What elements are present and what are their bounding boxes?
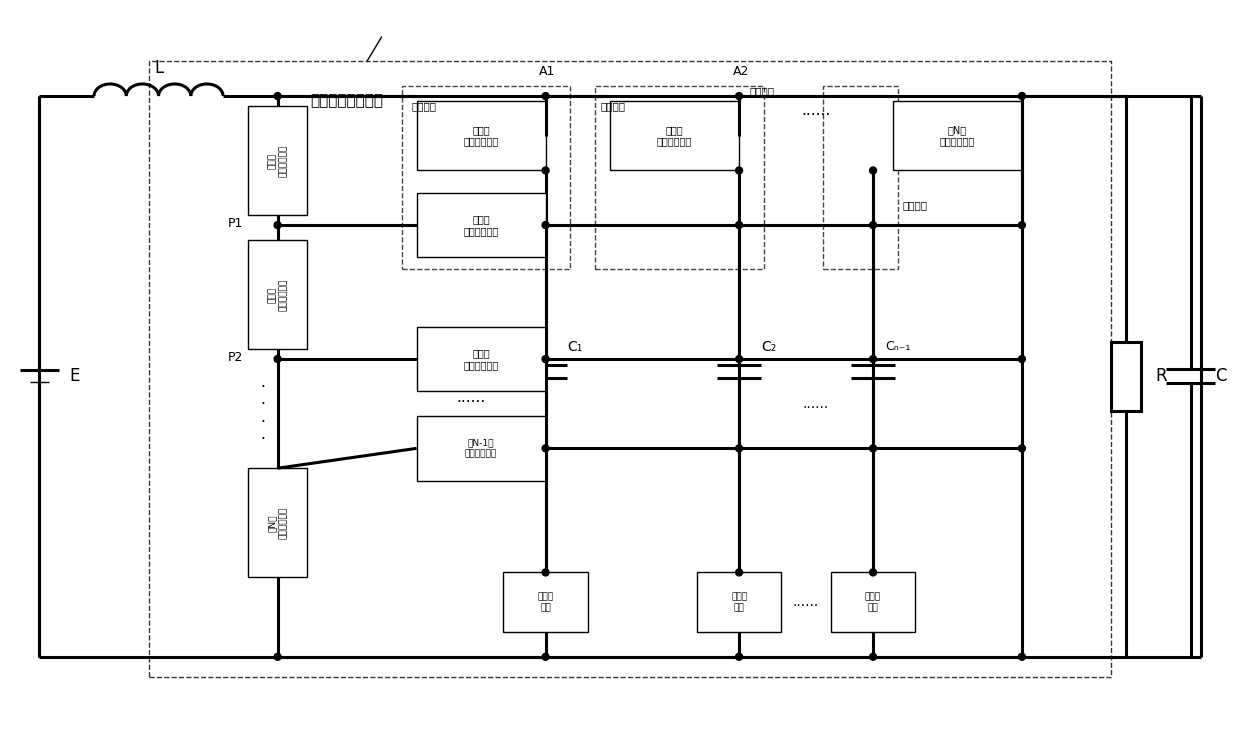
Text: P1: P1 <box>227 217 243 230</box>
Circle shape <box>735 167 743 174</box>
Text: 第一个
第三开关模块: 第一个 第三开关模块 <box>464 214 498 236</box>
Text: 功能电路: 功能电路 <box>412 101 436 111</box>
Circle shape <box>735 222 743 229</box>
Bar <box>595 86 764 269</box>
Circle shape <box>869 445 877 452</box>
Circle shape <box>869 356 877 362</box>
Bar <box>503 572 588 632</box>
Text: 预充电
单元: 预充电 单元 <box>732 593 748 612</box>
Text: C₁: C₁ <box>568 340 583 354</box>
Circle shape <box>735 445 743 452</box>
Circle shape <box>1018 653 1025 660</box>
Circle shape <box>542 445 549 452</box>
Circle shape <box>542 93 549 100</box>
Text: Cₙ₋₁: Cₙ₋₁ <box>885 340 910 353</box>
Bar <box>1111 342 1141 411</box>
Circle shape <box>274 356 281 362</box>
Text: 第N个
第一开关模块: 第N个 第一开关模块 <box>940 125 975 147</box>
Text: 第二个
第二开关模块: 第二个 第二开关模块 <box>268 278 288 311</box>
Circle shape <box>542 569 549 576</box>
Text: ......: ...... <box>456 390 486 405</box>
Circle shape <box>542 653 549 660</box>
Bar <box>823 86 898 269</box>
Text: A1: A1 <box>539 65 556 78</box>
Text: R: R <box>1154 367 1167 386</box>
Text: ......: ...... <box>802 397 830 410</box>
Circle shape <box>1018 222 1025 229</box>
Text: 功能电路: 功能电路 <box>600 101 625 111</box>
Circle shape <box>869 167 877 174</box>
Bar <box>417 192 546 257</box>
Bar <box>149 61 1111 677</box>
Circle shape <box>542 356 549 362</box>
Text: 第N-1个
第三开关模块: 第N-1个 第三开关模块 <box>465 439 497 458</box>
Bar <box>697 572 781 632</box>
Circle shape <box>274 93 281 100</box>
Text: 第一个
第一开关模块: 第一个 第一开关模块 <box>464 125 498 147</box>
Circle shape <box>1018 356 1025 362</box>
Circle shape <box>869 222 877 229</box>
Text: C: C <box>1215 367 1226 386</box>
Text: 升压功率变换电路: 升压功率变换电路 <box>310 93 383 109</box>
Text: L: L <box>154 59 164 77</box>
Circle shape <box>1018 93 1025 100</box>
Bar <box>893 101 1022 171</box>
Text: 预充电
单元: 预充电 单元 <box>537 593 553 612</box>
Text: ·
·
·
·: · · · · <box>260 380 265 447</box>
Circle shape <box>735 653 743 660</box>
Bar <box>248 240 308 349</box>
Circle shape <box>735 356 743 362</box>
Text: 功能电路: 功能电路 <box>903 200 928 210</box>
Text: 第二个
第三开关模块: 第二个 第三开关模块 <box>464 348 498 370</box>
Bar <box>248 468 308 577</box>
Text: ......: ...... <box>801 104 831 118</box>
Text: A2: A2 <box>733 65 749 78</box>
Text: 预充电
单元: 预充电 单元 <box>866 593 882 612</box>
Text: C₂: C₂ <box>761 340 776 354</box>
Text: 第一个
第二开关模块: 第一个 第二开关模块 <box>268 144 288 176</box>
Circle shape <box>542 167 549 174</box>
Circle shape <box>869 569 877 576</box>
Circle shape <box>1018 445 1025 452</box>
Text: 功能电路: 功能电路 <box>749 86 774 96</box>
Circle shape <box>274 222 281 229</box>
Text: ......: ...... <box>792 595 820 609</box>
Bar <box>831 572 915 632</box>
Bar <box>417 416 546 480</box>
Text: E: E <box>69 367 79 386</box>
Circle shape <box>735 569 743 576</box>
Text: P2: P2 <box>227 351 243 364</box>
Text: 第二个
第一开关模块: 第二个 第一开关模块 <box>657 125 692 147</box>
Bar <box>248 106 308 215</box>
Bar <box>417 101 546 171</box>
Circle shape <box>542 222 549 229</box>
Text: 第N个
第二开关模块: 第N个 第二开关模块 <box>268 507 288 539</box>
Bar <box>610 101 739 171</box>
Bar <box>402 86 570 269</box>
Circle shape <box>735 93 743 100</box>
Circle shape <box>274 653 281 660</box>
Circle shape <box>869 653 877 660</box>
Bar <box>417 327 546 391</box>
